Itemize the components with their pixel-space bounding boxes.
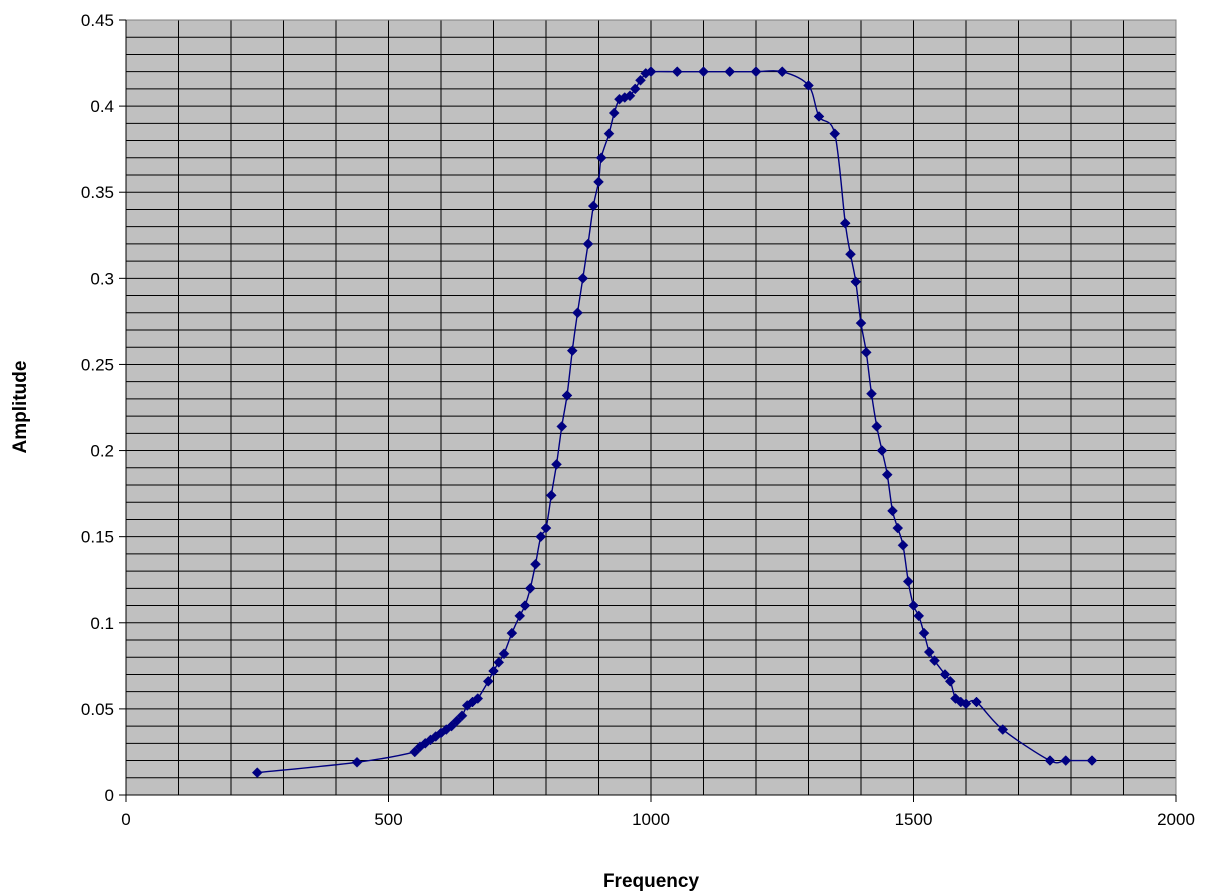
data-point-marker — [488, 665, 499, 677]
data-point-marker — [918, 627, 930, 639]
grid-lines — [125, 19, 1177, 796]
y-tick-label: 0.35 — [81, 183, 114, 202]
data-point-marker — [556, 421, 568, 432]
data-point-marker — [587, 200, 599, 212]
data-point-marker — [876, 445, 888, 456]
data-point-marker — [593, 176, 604, 188]
y-axis-ticks: 0 0.05 0.1 0.15 0.2 0.25 0.3 0.35 0.4 0.45 — [81, 11, 126, 805]
data-point-marker — [409, 746, 421, 758]
data-point-marker — [519, 600, 531, 611]
x-tick-label: 2000 — [1157, 810, 1195, 829]
data-point-marker — [776, 66, 788, 78]
data-point-marker — [829, 128, 841, 140]
y-tick-label: 0.25 — [81, 355, 114, 374]
data-point-marker — [498, 648, 510, 660]
x-tick-label: 1000 — [632, 810, 670, 829]
data-point-marker — [645, 66, 657, 78]
data-point-marker — [939, 669, 951, 680]
data-point-marker — [493, 657, 505, 668]
data-point-marker — [251, 767, 263, 778]
data-point-marker — [1044, 755, 1056, 766]
data-point-marker — [887, 505, 898, 517]
data-point-marker — [595, 152, 607, 164]
data-point-marker — [1086, 755, 1098, 766]
y-tick-label: 0.2 — [90, 442, 114, 461]
data-point-marker — [624, 90, 636, 102]
data-point-marker — [803, 80, 814, 91]
data-point-marker — [855, 317, 867, 329]
y-tick-label: 0.4 — [90, 97, 114, 116]
data-point-marker — [472, 693, 484, 704]
data-point-marker — [750, 66, 762, 78]
data-point-marker — [881, 469, 893, 481]
x-axis-title: Frequency — [603, 871, 700, 892]
data-point-marker — [514, 610, 526, 622]
data-point-marker — [960, 698, 972, 710]
data-point-marker — [671, 66, 683, 78]
data-point-marker — [482, 675, 494, 687]
data-point-marker — [524, 582, 536, 594]
data-point-marker — [913, 610, 925, 622]
data-point-marker — [897, 539, 909, 551]
data-point-marker — [860, 347, 872, 358]
y-tick-label: 0 — [105, 786, 114, 805]
data-point-marker — [629, 83, 641, 95]
x-axis-ticks: 0 500 1000 1500 2000 — [121, 795, 1195, 829]
data-point-marker — [530, 558, 541, 570]
y-tick-label: 0.3 — [90, 269, 114, 288]
x-tick-label: 500 — [374, 810, 402, 829]
y-tick-label: 0.45 — [81, 11, 114, 30]
data-point-marker — [923, 646, 935, 658]
data-point-marker — [724, 66, 736, 78]
data-point-marker — [892, 522, 904, 534]
data-point-marker — [540, 522, 552, 534]
data-point-marker — [566, 345, 578, 357]
data-point-marker — [451, 715, 463, 727]
data-point-marker — [561, 390, 573, 401]
data-point-marker — [871, 421, 883, 432]
y-axis-title: Amplitude — [10, 361, 31, 454]
data-point-marker — [1060, 755, 1072, 766]
data-point-marker — [351, 756, 363, 768]
data-point-marker — [635, 74, 646, 86]
data-point-marker — [902, 576, 914, 587]
y-tick-label: 0.15 — [81, 528, 114, 547]
data-point-marker — [908, 600, 919, 611]
data-point-marker — [845, 248, 856, 260]
data-point-marker — [608, 107, 620, 119]
data-point-marker — [944, 675, 956, 687]
data-point-marker — [551, 458, 562, 470]
x-tick-label: 1500 — [895, 810, 933, 829]
data-point-marker — [545, 489, 557, 501]
data-point-marker — [698, 66, 709, 78]
data-point-marker — [971, 696, 982, 708]
data-point-marker — [866, 388, 877, 400]
x-tick-label: 0 — [121, 810, 130, 829]
data-point-marker — [813, 111, 825, 122]
y-tick-label: 0.1 — [90, 614, 114, 633]
data-point-marker — [850, 276, 862, 288]
data-point-marker — [572, 307, 583, 319]
data-point-marker — [577, 272, 589, 284]
data-point-marker — [506, 627, 518, 639]
y-tick-label: 0.05 — [81, 700, 114, 719]
data-point-marker — [535, 531, 547, 543]
data-point-marker — [839, 217, 851, 229]
data-point-marker — [929, 655, 940, 667]
data-point-marker — [997, 724, 1009, 735]
data-point-marker — [603, 128, 615, 140]
data-points — [251, 66, 1098, 778]
data-point-marker — [446, 720, 457, 732]
data-point-marker — [456, 710, 468, 722]
data-point-marker — [582, 238, 594, 250]
